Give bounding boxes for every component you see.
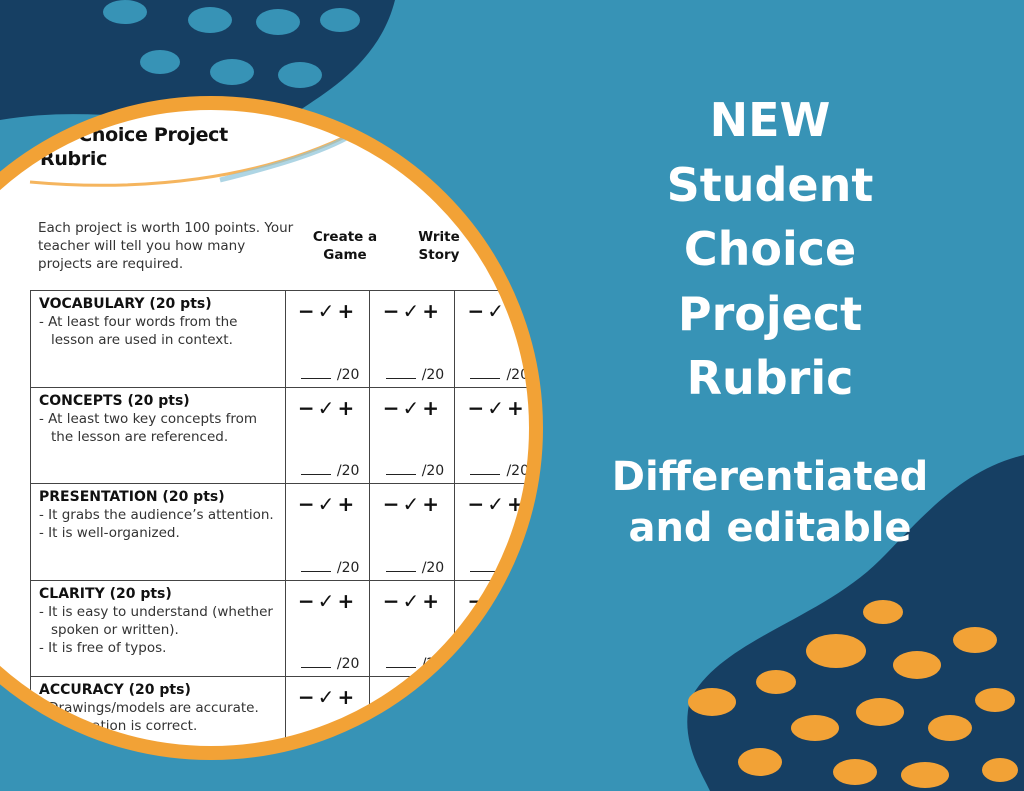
subhead-line: Differentiated xyxy=(611,454,929,500)
score-cell[interactable]: −✓+ /20 xyxy=(284,386,371,484)
subhead-line: and editable xyxy=(628,505,912,551)
minus-check-plus-marks[interactable]: −✓+ xyxy=(297,395,358,420)
score-cell[interactable]: −✓+ /20 xyxy=(454,386,531,484)
criterion-name: CONCEPTS (20 pts) xyxy=(39,392,190,409)
score-field[interactable]: /20 xyxy=(300,463,359,479)
minus-check-plus-marks[interactable]: −✓+ xyxy=(297,685,358,709)
minus-check-plus-marks[interactable]: −✓+ xyxy=(382,492,442,516)
score-field[interactable]: /20 xyxy=(385,367,444,383)
score-field[interactable]: /20 xyxy=(385,560,444,576)
minus-check-plus-marks[interactable]: −✓+ xyxy=(382,395,442,420)
criterion-detail: - It is well-organized. xyxy=(39,525,180,541)
score-field[interactable]: /20 xyxy=(300,560,359,576)
headline-line: Project xyxy=(677,286,863,341)
column-header-game: Create a Game xyxy=(312,229,378,263)
score-cell[interactable]: −✓+ /20 xyxy=(284,483,371,581)
criterion-detail: - Drawings/models are accurate. xyxy=(39,700,259,716)
score-field[interactable]: /20 xyxy=(300,656,359,672)
rubric-intro: Each project is worth 100 points. Your t… xyxy=(38,220,294,272)
criterion-detail: - At least two key concepts from the les… xyxy=(39,410,258,445)
score-field[interactable]: /20 xyxy=(300,367,359,383)
score-cell[interactable]: −✓+ /20 xyxy=(369,386,456,484)
headline-line: Choice xyxy=(683,222,857,276)
criterion-cell: PRESENTATION (20 pts) - It grabs the audi… xyxy=(30,483,286,581)
criterion-name: PRESENTATION (20 pts) xyxy=(39,489,225,505)
navy-blob-bottom-right xyxy=(687,455,1024,791)
criterion-name: CLARITY (20 pts) xyxy=(39,585,172,602)
rubric-row: PRESENTATION (20 pts) - It grabs the audi… xyxy=(30,483,531,581)
navy-blob-top-left xyxy=(0,0,395,122)
criterion-cell: CONCEPTS (20 pts) - At least two key conc… xyxy=(30,386,286,484)
headline-line: Student xyxy=(666,157,874,212)
criterion-cell: CLARITY (20 pts) - It is easy to understa… xyxy=(30,579,286,677)
minus-check-plus-marks[interactable]: −✓+ xyxy=(467,395,527,420)
score-cell[interactable]: −✓+ /20 xyxy=(369,290,456,388)
promo-headline: NEW Student Choice Project Rubric xyxy=(560,88,980,411)
score-cell[interactable]: −✓+ /20 xyxy=(284,290,371,388)
criterion-name: VOCABULARY (20 pts) xyxy=(39,296,212,312)
minus-check-plus-marks[interactable]: −✓+ xyxy=(297,588,358,613)
minus-check-plus-marks[interactable]: −✓+ xyxy=(382,299,442,323)
rubric-row: CONCEPTS (20 pts) - At least two key conc… xyxy=(30,386,531,484)
criterion-detail: - It is free of typos. xyxy=(39,639,167,656)
rubric-row: VOCABULARY (20 pts) - At least four words… xyxy=(30,290,531,388)
criterion-detail: - It is easy to understand (whether spok… xyxy=(39,603,273,638)
criterion-detail: - At least four words from the lesson ar… xyxy=(39,314,238,348)
headline-line: Rubric xyxy=(686,351,854,405)
score-cell[interactable]: −✓+ /20 xyxy=(284,579,371,677)
minus-check-plus-marks[interactable]: −✓+ xyxy=(297,492,358,516)
score-cell[interactable]: −✓+ /20 xyxy=(369,483,456,581)
promo-subhead: Differentiated and editable xyxy=(560,452,980,554)
minus-check-plus-marks[interactable]: −✓+ xyxy=(382,588,442,613)
criterion-cell: VOCABULARY (20 pts) - At least four words… xyxy=(30,290,286,388)
dots-bottom-right xyxy=(688,600,1018,788)
criterion-name: ACCURACY (20 pts) xyxy=(39,682,191,698)
score-field[interactable]: /20 xyxy=(470,367,529,383)
minus-check-plus-marks[interactable]: −✓+ xyxy=(297,299,358,323)
dots-top xyxy=(103,0,360,88)
criterion-detail: - It grabs the audience’s attention. xyxy=(39,507,274,523)
headline-line: NEW xyxy=(709,93,831,147)
score-field[interactable]: /20 xyxy=(385,463,444,479)
score-field[interactable]: /20 xyxy=(470,463,529,479)
